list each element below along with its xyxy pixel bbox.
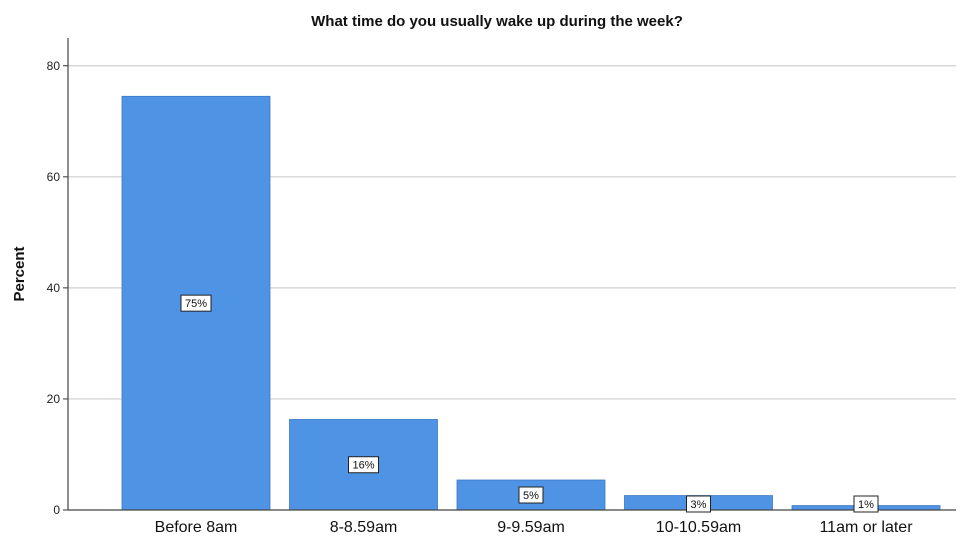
data-label-box xyxy=(853,495,879,513)
x-tick-label: 8-8.59am xyxy=(330,519,398,536)
x-tick-label: Before 8am xyxy=(155,519,238,536)
data-label: 16% xyxy=(352,460,374,472)
y-tick-label: 80 xyxy=(47,59,61,73)
x-tick-label: 9-9.59am xyxy=(497,519,565,536)
data-label-box xyxy=(180,294,212,312)
data-label-box xyxy=(348,456,379,474)
bars xyxy=(121,95,941,511)
axes: 0 20 40 60 80 Before 8am 8-8.59am 9-9.59am 10-10… xyxy=(47,38,956,536)
x-tick-label: 11am or later xyxy=(819,519,913,536)
chart-title: What time do you usually wake up during … xyxy=(311,13,683,30)
y-tick-label: 40 xyxy=(47,281,61,295)
data-label: 75% xyxy=(185,298,207,310)
data-label: 5% xyxy=(523,490,539,502)
y-axis-label: Percent xyxy=(11,246,28,301)
y-tick-label: 60 xyxy=(47,170,61,184)
data-labels: 75% 16% 5% 3% 1% xyxy=(180,294,879,513)
data-label: 3% xyxy=(691,499,707,511)
y-tick-label: 0 xyxy=(53,503,60,517)
y-tick-label: 20 xyxy=(47,392,61,406)
data-label: 1% xyxy=(858,499,874,511)
data-label-box xyxy=(518,486,544,504)
x-tick-label: 10-10.59am xyxy=(656,519,741,536)
data-label-box xyxy=(686,495,711,513)
